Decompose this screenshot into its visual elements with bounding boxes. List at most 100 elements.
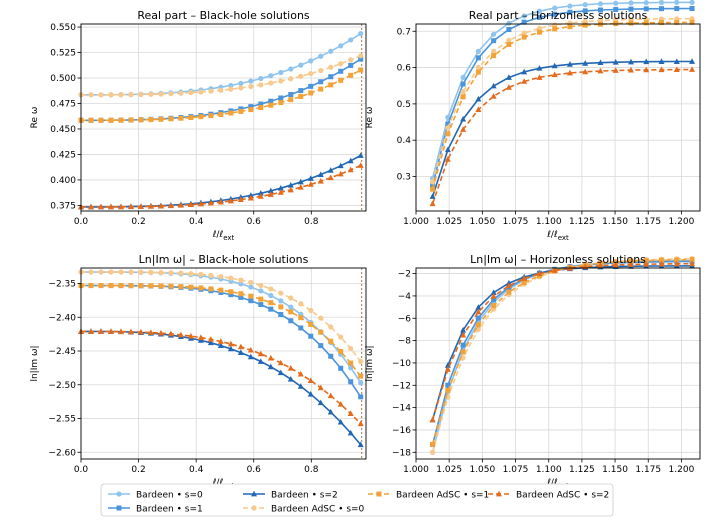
data-point <box>318 86 324 92</box>
data-point <box>238 277 244 283</box>
data-point <box>258 75 264 82</box>
data-point <box>218 273 224 280</box>
x-tick-label: 1.200 <box>669 217 695 227</box>
data-point <box>98 117 104 123</box>
data-point <box>643 258 649 264</box>
legend-marker <box>376 491 382 497</box>
data-point <box>444 146 451 153</box>
data-point <box>347 157 354 164</box>
data-point <box>328 74 334 80</box>
data-point <box>358 56 364 62</box>
data-point <box>268 306 274 312</box>
data-point <box>318 315 324 321</box>
data-point <box>258 101 264 107</box>
data-point <box>521 78 528 84</box>
x-tick-label: 1.075 <box>503 465 529 475</box>
data-point <box>536 29 542 35</box>
data-point <box>475 106 482 112</box>
legend-label: Bardeen • s=2 <box>271 491 338 501</box>
data-point <box>348 379 354 385</box>
data-point <box>430 183 436 189</box>
y-tick-label: −12 <box>392 381 411 391</box>
data-point <box>308 333 314 339</box>
data-point <box>337 170 344 177</box>
data-point <box>298 315 304 321</box>
data-point <box>318 53 324 59</box>
legend-entry: Bardeen • s=0 <box>108 491 203 501</box>
data-point <box>108 92 114 98</box>
data-point <box>127 203 134 210</box>
legend-entry: Bardeen • s=2 <box>243 491 338 501</box>
series-bardeen_s0 <box>429 257 695 455</box>
series-adsc_s0 <box>78 269 364 365</box>
data-point <box>277 184 284 191</box>
data-point <box>268 300 274 306</box>
data-point <box>597 1 604 7</box>
data-point <box>445 131 451 137</box>
data-point <box>237 343 244 350</box>
data-point <box>207 199 214 206</box>
data-point <box>248 298 254 304</box>
data-point <box>317 384 324 391</box>
y-tick-label: 0.400 <box>50 176 76 186</box>
series-adsc_s2 <box>429 66 696 207</box>
data-point <box>348 37 354 43</box>
data-point <box>506 289 512 295</box>
chart-title: Real part – Black-hole solutions <box>137 9 310 22</box>
data-point <box>460 342 466 348</box>
series-line <box>431 60 692 197</box>
data-point <box>308 307 314 314</box>
data-point <box>197 200 204 207</box>
data-point <box>277 189 284 195</box>
data-point <box>612 59 619 65</box>
data-point <box>491 48 497 54</box>
y-axis-label: Re ω <box>365 107 375 129</box>
data-point <box>147 329 154 335</box>
data-point <box>597 7 603 13</box>
chart-title: Real part – Horizonless solutions <box>469 9 648 22</box>
series-adsc_s0 <box>429 16 695 185</box>
data-point <box>643 0 649 6</box>
legend-label: Bardeen AdSC • s=1 <box>396 491 489 501</box>
data-point <box>674 6 680 12</box>
data-point <box>277 359 284 366</box>
data-point <box>297 383 304 389</box>
y-tick-label: −8 <box>398 337 412 347</box>
x-tick-label: 1.000 <box>403 217 429 227</box>
data-point <box>552 5 558 11</box>
data-point <box>108 269 114 275</box>
data-point <box>628 20 634 26</box>
data-point <box>444 156 451 162</box>
data-point <box>628 6 634 12</box>
grid-lines <box>415 24 700 211</box>
data-point <box>278 100 284 106</box>
data-point <box>158 91 164 97</box>
data-point <box>88 283 94 289</box>
x-tick-label: 1.025 <box>436 217 462 227</box>
data-point <box>228 82 234 89</box>
data-point <box>288 304 294 310</box>
x-axis-label-subscript: ext <box>223 234 234 242</box>
x-tick-label: 1.125 <box>569 465 595 475</box>
chart-im-hl: 1.000 1.025 1.050 1.075 1.100 1.125 1.150 1.175… <box>365 253 701 490</box>
data-point <box>491 38 497 44</box>
data-point <box>613 0 619 6</box>
data-point <box>582 68 589 75</box>
data-point <box>258 105 264 111</box>
legend-box <box>100 483 614 517</box>
data-point <box>673 260 680 267</box>
data-point <box>237 196 244 203</box>
data-point <box>307 175 314 181</box>
data-point <box>198 114 204 120</box>
data-point <box>689 66 696 72</box>
data-point <box>217 198 224 205</box>
data-point <box>298 62 304 68</box>
series-line <box>431 17 693 183</box>
x-tick-label: 0.4 <box>189 217 204 227</box>
data-point <box>582 22 588 28</box>
data-point <box>327 392 334 399</box>
data-point <box>307 391 314 397</box>
data-point <box>288 91 294 97</box>
data-point <box>217 338 224 344</box>
data-point <box>168 283 174 289</box>
